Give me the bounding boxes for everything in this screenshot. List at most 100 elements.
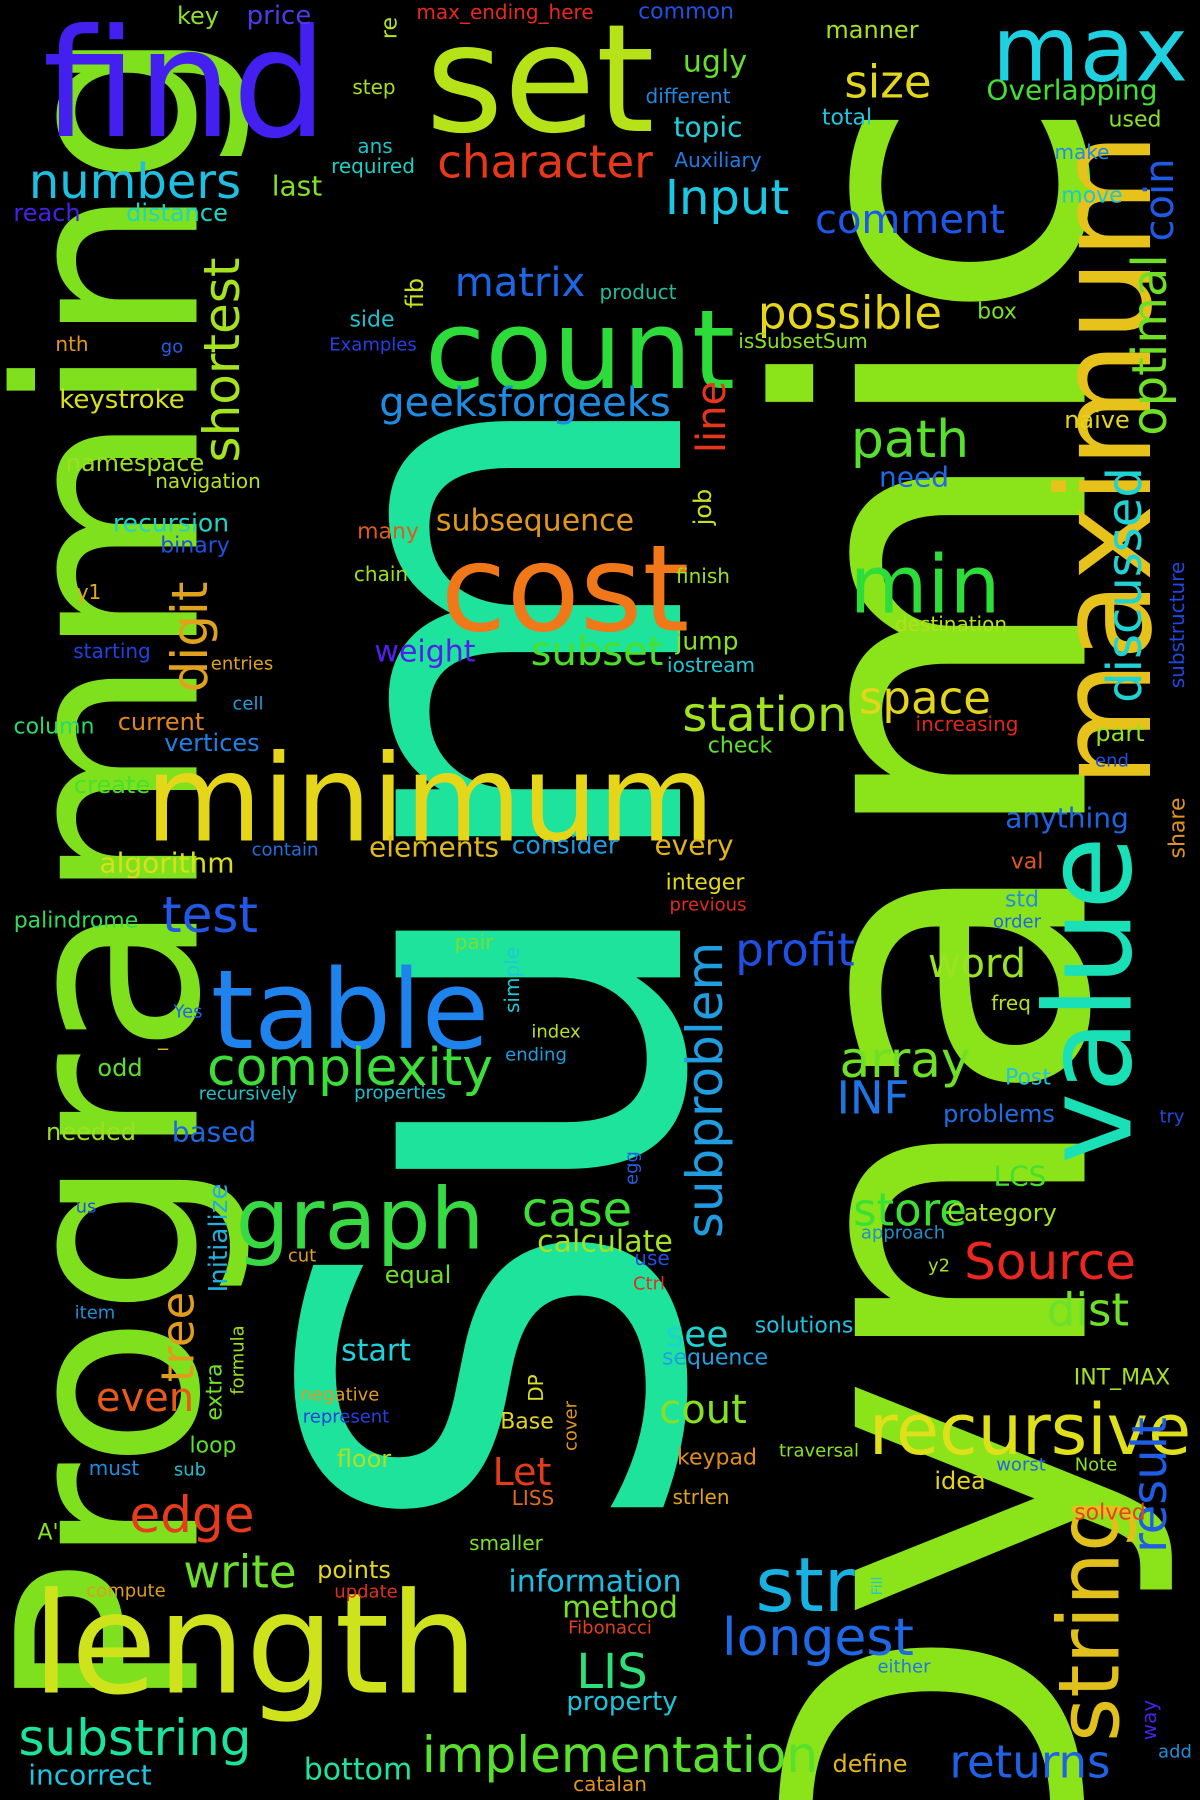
word-solutions: solutions — [755, 1314, 854, 1339]
word-digit: digit — [161, 582, 219, 693]
word-value: value — [1021, 836, 1160, 1164]
word-key: key — [177, 2, 219, 30]
word-a: A' — [37, 1521, 58, 1546]
word-recursively: recursively — [199, 1084, 298, 1105]
word-input: Input — [665, 170, 789, 226]
word-points: points — [317, 1556, 391, 1584]
word-dynamic: Dynamic — [696, 94, 1185, 1800]
word-contain: contain — [252, 840, 319, 861]
word-subproblem: subproblem — [676, 942, 734, 1238]
word-smaller: smaller — [469, 1531, 544, 1555]
word-either: either — [877, 1657, 931, 1678]
word-case: case — [522, 1182, 632, 1238]
word-max-ending-here: max_ending_here — [416, 0, 593, 24]
word-overlapping: Overlapping — [986, 74, 1157, 107]
word-anything: anything — [1005, 802, 1129, 835]
word-compute: compute — [86, 1581, 165, 1602]
word-us: us — [76, 1197, 97, 1218]
word-chain: chain — [354, 562, 408, 586]
word-lcs: LCS — [994, 1160, 1047, 1193]
word-y1: y1 — [77, 580, 102, 604]
word-namespace: namespace — [66, 449, 204, 477]
word-cout: cout — [659, 1387, 747, 1433]
word-programming: Programming — [0, 28, 256, 1713]
word-define: define — [832, 1750, 907, 1778]
word-cost: cost — [441, 521, 690, 660]
word-fill: Fill — [870, 1577, 886, 1596]
word-egg: egg — [622, 1151, 643, 1185]
word-string: string — [1041, 1498, 1140, 1742]
word-post: Post — [1005, 1066, 1051, 1091]
word-incorrect: incorrect — [28, 1759, 152, 1792]
word-elements: elements — [369, 831, 499, 864]
word-side: side — [349, 308, 394, 333]
word-recursive: recursive — [869, 1389, 1191, 1471]
word-need: need — [879, 461, 949, 494]
word-ans: ans — [357, 134, 392, 158]
word-manner: manner — [825, 16, 918, 44]
word-part: part — [1095, 719, 1144, 747]
word-reach: reach — [13, 199, 80, 227]
word-represent: represent — [303, 1407, 390, 1428]
word-let: Let — [493, 1450, 552, 1494]
word-jump: jump — [674, 627, 738, 656]
word-current: current — [118, 708, 205, 736]
word-complexity: complexity — [207, 1038, 493, 1098]
word-column: column — [14, 715, 95, 740]
word-check: check — [708, 734, 773, 759]
word-dist: dist — [1047, 1284, 1129, 1337]
word-examples: Examples — [329, 335, 416, 356]
word-category: Category — [947, 1199, 1057, 1227]
word-substructure: substructure — [1165, 562, 1189, 689]
word-index: index — [531, 1022, 581, 1043]
word-lis: LIS — [576, 1644, 647, 1700]
word-auxiliary: Auxiliary — [674, 148, 761, 172]
word-sum: Sum — [197, 377, 803, 1543]
word-base: Base — [500, 1410, 554, 1435]
word-consider: consider — [512, 831, 619, 860]
word-ugly: ugly — [683, 45, 747, 80]
word-item: item — [75, 1303, 116, 1324]
word-navigation: navigation — [155, 469, 261, 493]
word-max: max — [992, 0, 1188, 103]
word-minimum: minimum — [145, 731, 714, 870]
word-returns: returns — [949, 1736, 1110, 1789]
word-liss: LISS — [512, 1486, 554, 1510]
word-must: must — [89, 1456, 140, 1480]
word-property: property — [566, 1687, 677, 1717]
word-cut: cut — [288, 1246, 316, 1267]
word-min: min — [850, 539, 1001, 632]
word-needed: needed — [46, 1118, 136, 1146]
word-dp: DP — [524, 1374, 548, 1401]
word-add: add — [1158, 1742, 1192, 1763]
word-finish: finish — [676, 564, 730, 588]
word-pair: pair — [455, 930, 495, 954]
word-starting: starting — [73, 639, 151, 663]
word-worst: worst — [996, 1455, 1046, 1476]
word-entries: entries — [211, 654, 273, 675]
word-previous: previous — [670, 895, 747, 916]
word-negative: negative — [301, 1385, 380, 1406]
word-comment: comment — [815, 197, 1005, 243]
word-tree: tree — [152, 1292, 205, 1383]
word-simple: simple — [500, 947, 524, 1013]
word-information: information — [508, 1565, 681, 1600]
word-longest: longest — [722, 1608, 914, 1668]
word-common: common — [638, 0, 734, 25]
word-matrix: matrix — [455, 260, 585, 306]
word-floor: floor — [337, 1445, 391, 1473]
word-catalan: catalan — [573, 1772, 647, 1796]
word-naive: naive — [1064, 406, 1130, 434]
word-graph: graph — [236, 1171, 485, 1270]
word-topic: topic — [673, 111, 742, 144]
word-nth: nth — [55, 332, 88, 356]
word-weight: weight — [374, 635, 475, 670]
word-test: test — [162, 886, 258, 944]
word-update: update — [334, 1582, 397, 1603]
word-fibonacci: Fibonacci — [568, 1618, 652, 1639]
word-use: use — [634, 1246, 669, 1270]
word-calculate: calculate — [537, 1225, 673, 1260]
word-length: length — [32, 1564, 478, 1727]
word-count: count — [425, 286, 735, 414]
